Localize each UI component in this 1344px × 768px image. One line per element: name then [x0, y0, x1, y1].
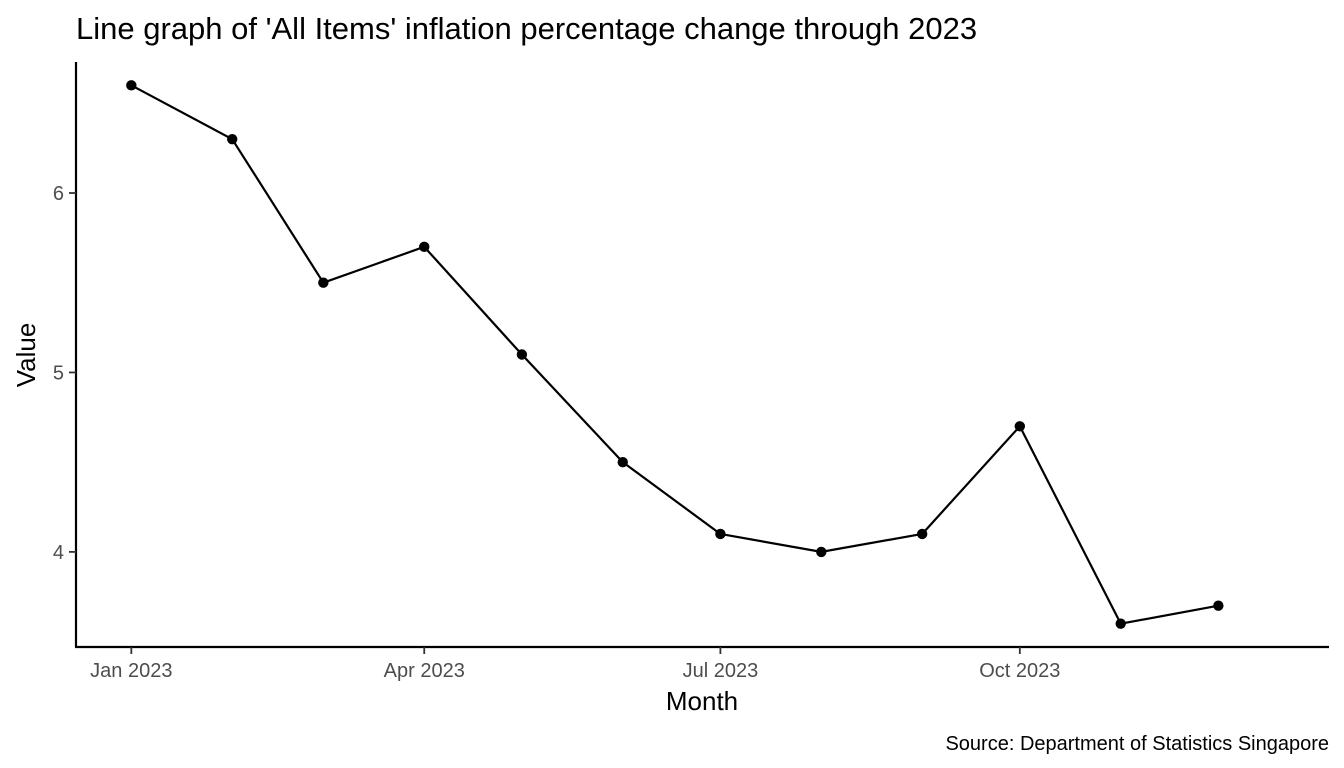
data-point — [227, 133, 238, 145]
data-point — [715, 528, 726, 540]
y-axis-title: Value — [11, 323, 41, 388]
data-point — [816, 546, 827, 558]
x-tick-label: Jan 2023 — [90, 660, 172, 682]
x-axis-ticks: Jan 2023 Apr 2023 Jul 2023 Oct 2023 — [90, 647, 1060, 682]
x-tick-label: Jul 2023 — [683, 660, 759, 682]
data-point — [1213, 600, 1224, 611]
chart-caption: Source: Department of Statistics Singapo… — [945, 733, 1329, 755]
series-line — [130, 84, 1219, 625]
data-point — [1014, 421, 1026, 432]
data-point — [318, 277, 329, 288]
y-tick-label: 5 — [53, 362, 64, 384]
chart-title: Line graph of 'All Items' inflation perc… — [76, 11, 977, 46]
y-axis-ticks: 4 5 6 — [53, 183, 76, 564]
plot-area — [126, 80, 1224, 629]
y-tick-label: 6 — [53, 183, 64, 205]
data-point — [916, 528, 928, 540]
data-point — [419, 241, 430, 253]
x-tick-label: Oct 2023 — [979, 660, 1060, 682]
data-point — [126, 80, 137, 91]
data-point — [1115, 618, 1126, 629]
data-point — [516, 349, 528, 360]
y-tick-label: 4 — [53, 542, 64, 564]
x-axis-title: Month — [666, 686, 738, 716]
data-point — [617, 456, 628, 468]
x-tick-label: Apr 2023 — [384, 660, 465, 682]
